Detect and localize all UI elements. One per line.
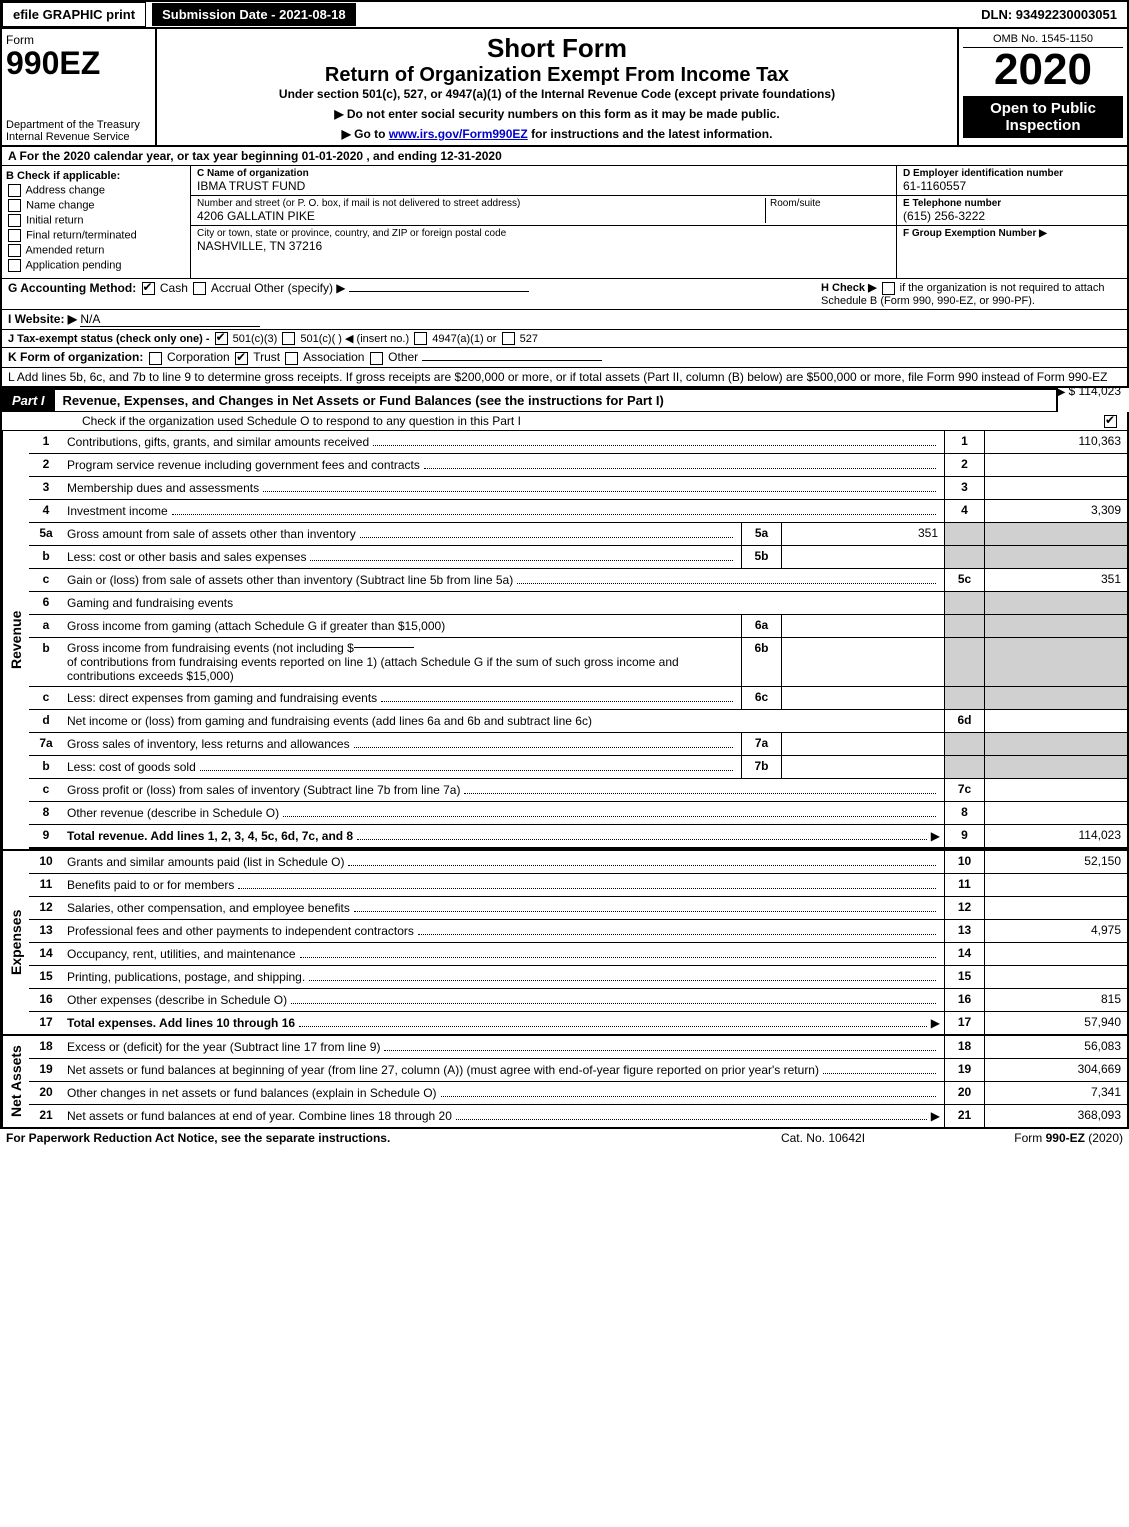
form-ref: Form 990-EZ (2020) [923,1131,1123,1145]
line14-value [984,943,1127,965]
line10-value: 52,150 [984,851,1127,873]
org-street: 4206 GALLATIN PIKE [197,209,315,223]
vtab-net-assets: Net Assets [2,1036,29,1127]
box-c: C Name of organization IBMA TRUST FUND N… [191,166,896,278]
row-l: L Add lines 5b, 6c, and 7b to line 9 to … [0,368,1129,388]
dln-number: DLN: 93492230003051 [971,3,1127,26]
part1-title: Revenue, Expenses, and Changes in Net As… [55,391,1056,410]
line3-value [984,477,1127,499]
chk-schedule-b[interactable] [882,282,895,295]
net-assets-table: Net Assets 18Excess or (deficit) for the… [0,1036,1129,1129]
page-footer: For Paperwork Reduction Act Notice, see … [0,1129,1129,1147]
line8-value [984,802,1127,824]
ein: 61-1160557 [903,179,1121,193]
form-title-box: Short Form Return of Organization Exempt… [157,29,957,145]
chk-application-pending[interactable] [8,259,21,272]
line20-value: 7,341 [984,1082,1127,1104]
row-k: K Form of organization: Corporation Trus… [0,348,1129,367]
line9-value: 114,023 [984,825,1127,847]
row-j: J Tax-exempt status (check only one) - 5… [0,330,1129,349]
part1-sub: Check if the organization used Schedule … [0,412,1129,431]
line4-value: 3,309 [984,500,1127,522]
row-i: I Website: ▶ N/A [0,310,1129,330]
chk-initial-return[interactable] [8,214,21,227]
title-long: Return of Organization Exempt From Incom… [163,64,951,87]
form-meta-box: OMB No. 1545-1150 2020 Open to PublicIns… [957,29,1127,145]
chk-association[interactable] [285,352,298,365]
row-a-tax-year: A For the 2020 calendar year, or tax yea… [0,147,1129,166]
row-gh: G Accounting Method: Cash Accrual Other … [0,279,1129,310]
vtab-revenue: Revenue [2,431,29,849]
line19-value: 304,669 [984,1059,1127,1081]
line7c-value [984,779,1127,801]
telephone: (615) 256-3222 [903,209,1121,223]
room-suite: Room/suite [765,198,890,223]
part1-tag: Part I [2,390,55,411]
line7b-value [781,756,944,778]
chk-trust[interactable] [235,352,248,365]
chk-address-change[interactable] [8,184,21,197]
gross-receipts-value: $ 114,023 [1058,384,1121,398]
form-header: Form 990EZ Department of the Treasury In… [0,29,1129,147]
expenses-table: Expenses 10Grants and similar amounts pa… [0,851,1129,1036]
line5c-value: 351 [984,569,1127,591]
title-sub2: ▶ Do not enter social security numbers o… [163,107,951,121]
chk-501c3[interactable] [215,332,228,345]
line5a-value: 351 [781,523,944,545]
line15-value [984,966,1127,988]
catalog-number: Cat. No. 10642I [723,1131,923,1145]
chk-other-org[interactable] [370,352,383,365]
vtab-expenses: Expenses [2,851,29,1034]
chk-amended-return[interactable] [8,244,21,257]
line6c-value [781,687,944,709]
chk-name-change[interactable] [8,199,21,212]
line12-value [984,897,1127,919]
title-sub3: ▶ Go to www.irs.gov/Form990EZ for instru… [163,127,951,141]
title-short: Short Form [163,33,951,64]
line11-value [984,874,1127,896]
chk-501c[interactable] [282,332,295,345]
chk-4947[interactable] [414,332,427,345]
chk-cash[interactable] [142,282,155,295]
efile-print-button[interactable]: efile GRAPHIC print [2,2,146,27]
chk-schedule-o-used[interactable] [1104,415,1117,428]
chk-final-return[interactable] [8,229,21,242]
box-def: D Employer identification number 61-1160… [896,166,1127,278]
revenue-table: Revenue 1Contributions, gifts, grants, a… [0,431,1129,851]
tax-year: 2020 [963,48,1123,92]
line21-value: 368,093 [984,1105,1127,1127]
inspection-box: Open to PublicInspection [963,96,1123,138]
line16-value: 815 [984,989,1127,1011]
line2-value [984,454,1127,476]
form-number: 990EZ [6,47,151,79]
chk-527[interactable] [502,332,515,345]
chk-corporation[interactable] [149,352,162,365]
website-value: N/A [80,312,260,327]
department-label: Department of the Treasury Internal Reve… [6,119,140,143]
irs-link[interactable]: www.irs.gov/Form990EZ [389,127,528,141]
org-name: IBMA TRUST FUND [197,179,305,193]
form-id-box: Form 990EZ Department of the Treasury In… [2,29,157,145]
chk-accrual[interactable] [193,282,206,295]
top-bar: efile GRAPHIC print Submission Date - 20… [0,0,1129,29]
line6a-value [781,615,944,637]
line6d-value [984,710,1127,732]
line13-value: 4,975 [984,920,1127,942]
line18-value: 56,083 [984,1036,1127,1058]
line7a-value [781,733,944,755]
group-exemption: F Group Exemption Number ▶ [903,228,1121,239]
part1-header: Part I Revenue, Expenses, and Changes in… [0,388,1058,412]
submission-date: Submission Date - 2021-08-18 [152,3,356,26]
box-b: B Check if applicable: Address change Na… [2,166,191,278]
org-info-block: B Check if applicable: Address change Na… [0,166,1129,279]
line17-value: 57,940 [984,1012,1127,1034]
paperwork-notice: For Paperwork Reduction Act Notice, see … [6,1131,723,1145]
org-city: NASHVILLE, TN 37216 [197,239,322,253]
title-sub1: Under section 501(c), 527, or 4947(a)(1)… [163,87,951,101]
line1-value: 110,363 [984,431,1127,453]
line5b-value [781,546,944,568]
line6b-value [781,638,944,686]
